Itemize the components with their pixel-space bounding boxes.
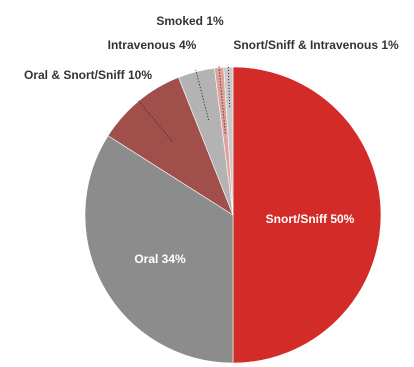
pie-slice-snort-sniff: [232, 66, 382, 364]
leader-line: [218, 65, 226, 134]
data-label: Snort/Sniff 50%: [266, 212, 355, 226]
leader-line: [227, 65, 231, 108]
data-label: Smoked 1%: [156, 14, 224, 28]
data-label: Oral & Snort/Sniff 10%: [24, 68, 152, 82]
pie-slice-oral: [84, 135, 234, 364]
data-label: Intravenous 4%: [108, 38, 197, 52]
data-label: Snort/Sniff & Intravenous 1%: [233, 38, 399, 52]
data-label: Oral 34%: [134, 252, 186, 266]
leader-line: [137, 99, 173, 142]
